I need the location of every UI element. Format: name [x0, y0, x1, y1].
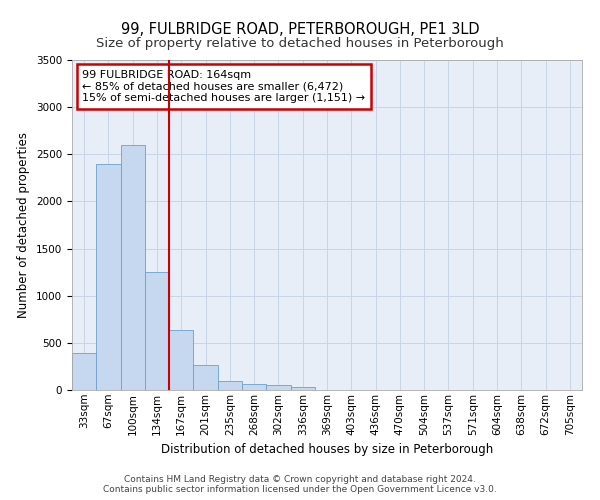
Bar	[169, 330, 193, 390]
Bar	[266, 385, 290, 390]
Bar	[121, 145, 145, 390]
Text: Contains public sector information licensed under the Open Government Licence v3: Contains public sector information licen…	[103, 486, 497, 494]
Text: 99, FULBRIDGE ROAD, PETERBOROUGH, PE1 3LD: 99, FULBRIDGE ROAD, PETERBOROUGH, PE1 3L…	[121, 22, 479, 38]
Text: Size of property relative to detached houses in Peterborough: Size of property relative to detached ho…	[96, 38, 504, 51]
Bar	[242, 384, 266, 390]
Bar	[96, 164, 121, 390]
Bar	[290, 386, 315, 390]
Text: 99 FULBRIDGE ROAD: 164sqm
← 85% of detached houses are smaller (6,472)
15% of se: 99 FULBRIDGE ROAD: 164sqm ← 85% of detac…	[82, 70, 365, 103]
Bar	[72, 353, 96, 390]
Bar	[193, 366, 218, 390]
Bar	[218, 380, 242, 390]
Text: Contains HM Land Registry data © Crown copyright and database right 2024.: Contains HM Land Registry data © Crown c…	[124, 476, 476, 484]
Y-axis label: Number of detached properties: Number of detached properties	[17, 132, 31, 318]
X-axis label: Distribution of detached houses by size in Peterborough: Distribution of detached houses by size …	[161, 443, 493, 456]
Bar	[145, 272, 169, 390]
